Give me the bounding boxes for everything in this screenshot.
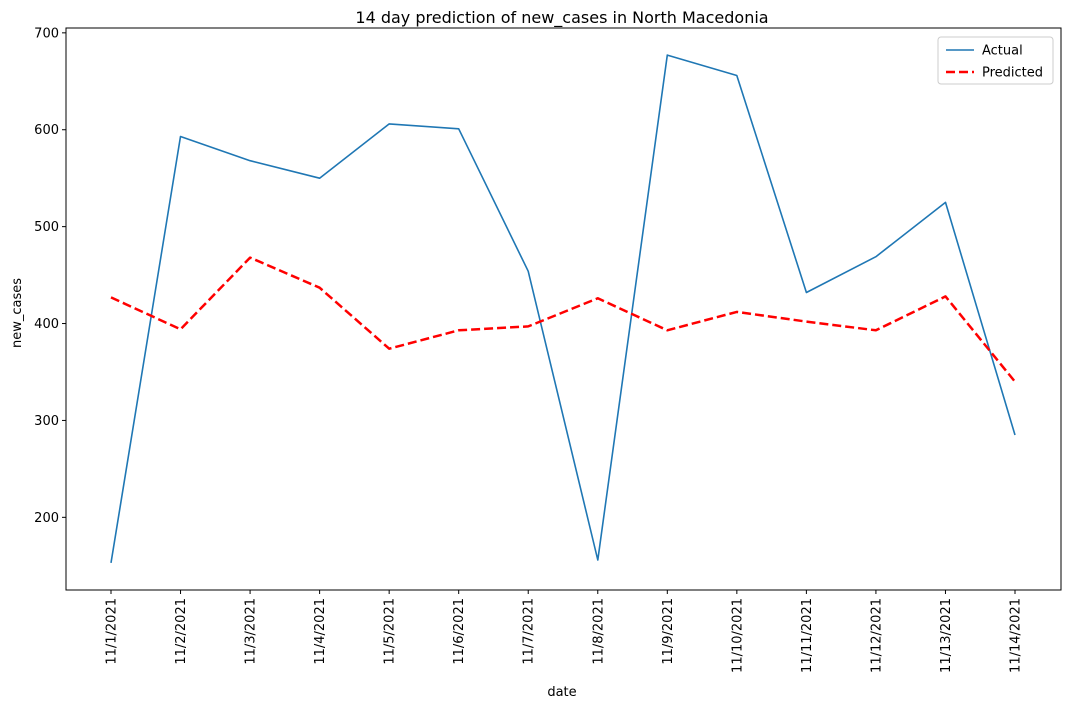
x-tick-label: 11/14/2021 bbox=[1009, 598, 1024, 673]
y-tick-label: 200 bbox=[34, 511, 59, 526]
series-line-predicted bbox=[110, 256, 1016, 383]
x-tick-label: 11/11/2021 bbox=[800, 598, 815, 673]
x-tick-label: 11/5/2021 bbox=[383, 598, 398, 665]
x-tick-label: 11/2/2021 bbox=[174, 598, 189, 665]
series-line-actual bbox=[110, 54, 1016, 564]
x-tick-label: 11/8/2021 bbox=[591, 598, 606, 665]
x-axis-label: date bbox=[547, 685, 576, 700]
x-tick-label: 11/12/2021 bbox=[869, 598, 884, 673]
legend-label-actual: Actual bbox=[982, 44, 1023, 59]
chart-title: 14 day prediction of new_cases in North … bbox=[355, 8, 768, 28]
x-tick-label: 11/13/2021 bbox=[939, 598, 954, 673]
y-tick-label: 600 bbox=[34, 123, 59, 138]
ticks-layer: 200 300 400 500 600 700 11/1/2021 11/2/2021 11/3… bbox=[34, 26, 1023, 673]
x-tick-label: 11/6/2021 bbox=[452, 598, 467, 665]
x-tick-label: 11/1/2021 bbox=[105, 598, 120, 665]
y-tick-label: 400 bbox=[34, 317, 59, 332]
x-tick-label: 11/4/2021 bbox=[313, 598, 328, 665]
x-tick-label: 11/7/2021 bbox=[522, 598, 537, 665]
series-layer bbox=[110, 54, 1016, 564]
y-tick-label: 700 bbox=[34, 26, 59, 41]
x-tick-label: 11/3/2021 bbox=[244, 598, 259, 665]
y-tick-label: 500 bbox=[34, 220, 59, 235]
y-tick-label: 300 bbox=[34, 414, 59, 429]
legend: Actual Predicted bbox=[937, 36, 1054, 85]
legend-label-predicted: Predicted bbox=[982, 66, 1043, 81]
y-axis-label: new_cases bbox=[10, 278, 25, 348]
plot-frame bbox=[65, 27, 1062, 591]
x-tick-label: 11/10/2021 bbox=[730, 598, 745, 673]
x-tick-label: 11/9/2021 bbox=[661, 598, 676, 665]
